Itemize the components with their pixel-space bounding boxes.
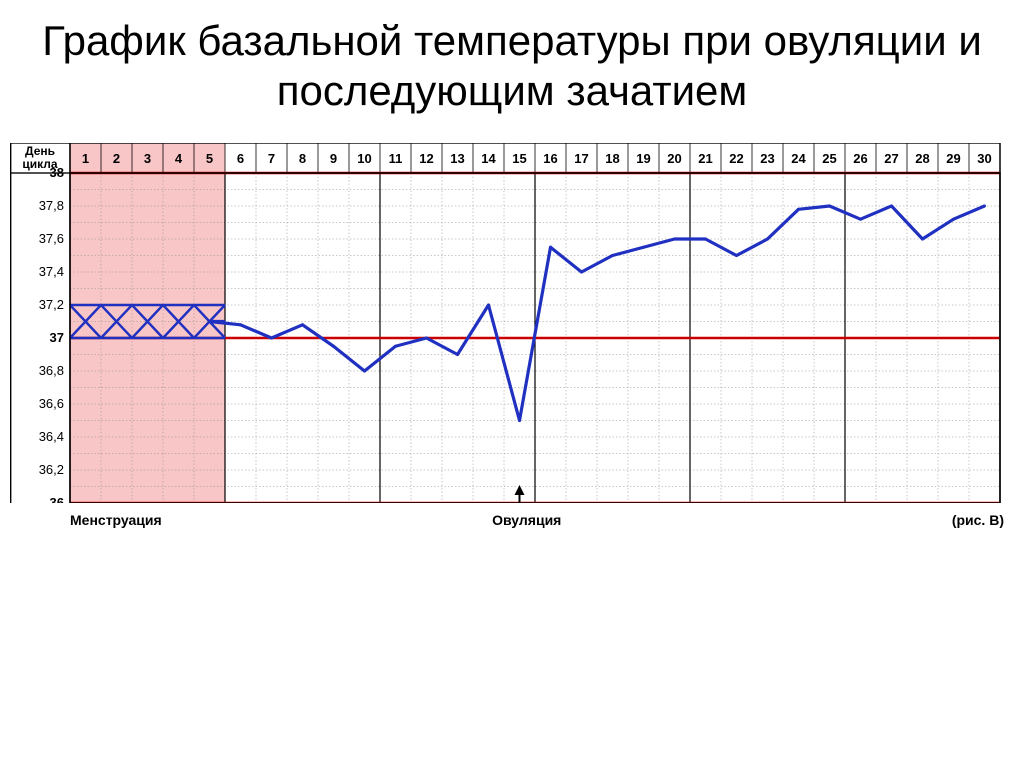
svg-text:3: 3 (144, 151, 151, 166)
svg-text:20: 20 (667, 151, 681, 166)
svg-text:36,2: 36,2 (39, 462, 64, 477)
svg-text:37: 37 (50, 330, 64, 345)
svg-text:29: 29 (946, 151, 960, 166)
svg-text:12: 12 (419, 151, 433, 166)
svg-text:37,6: 37,6 (39, 231, 64, 246)
svg-text:1: 1 (82, 151, 89, 166)
page-title: График базальной температуры при овуляци… (10, 16, 1014, 115)
svg-text:30: 30 (977, 151, 991, 166)
svg-text:18: 18 (605, 151, 619, 166)
svg-text:21: 21 (698, 151, 712, 166)
svg-text:37,8: 37,8 (39, 198, 64, 213)
bbt-chart: Деньцикла1234567891011121314151617181920… (10, 143, 1014, 508)
svg-text:26: 26 (853, 151, 867, 166)
svg-text:10: 10 (357, 151, 371, 166)
svg-text:19: 19 (636, 151, 650, 166)
svg-text:27: 27 (884, 151, 898, 166)
svg-text:36,4: 36,4 (39, 429, 64, 444)
svg-text:13: 13 (450, 151, 464, 166)
svg-text:День: День (25, 144, 55, 158)
svg-text:25: 25 (822, 151, 836, 166)
svg-text:9: 9 (330, 151, 337, 166)
svg-text:14: 14 (481, 151, 496, 166)
svg-text:8: 8 (299, 151, 306, 166)
chart-svg: Деньцикла1234567891011121314151617181920… (10, 143, 1010, 503)
svg-text:22: 22 (729, 151, 743, 166)
svg-text:36,6: 36,6 (39, 396, 64, 411)
svg-text:37,2: 37,2 (39, 297, 64, 312)
svg-text:37,4: 37,4 (39, 264, 64, 279)
svg-text:2: 2 (113, 151, 120, 166)
svg-text:4: 4 (175, 151, 183, 166)
svg-text:24: 24 (791, 151, 806, 166)
svg-text:11: 11 (389, 151, 403, 166)
svg-text:36: 36 (50, 495, 64, 503)
svg-text:15: 15 (512, 151, 526, 166)
svg-text:7: 7 (268, 151, 275, 166)
svg-text:23: 23 (760, 151, 774, 166)
svg-text:36,8: 36,8 (39, 363, 64, 378)
svg-text:6: 6 (237, 151, 244, 166)
label-figure-ref: (рис. В) (952, 512, 1004, 528)
bottom-labels: Менструация Овуляция (рис. В) (10, 512, 1014, 528)
svg-text:5: 5 (206, 151, 213, 166)
svg-text:28: 28 (915, 151, 929, 166)
svg-text:17: 17 (574, 151, 588, 166)
svg-text:16: 16 (543, 151, 557, 166)
label-menstruation: Менструация (70, 512, 162, 528)
label-ovulation: Овуляция (492, 512, 561, 528)
